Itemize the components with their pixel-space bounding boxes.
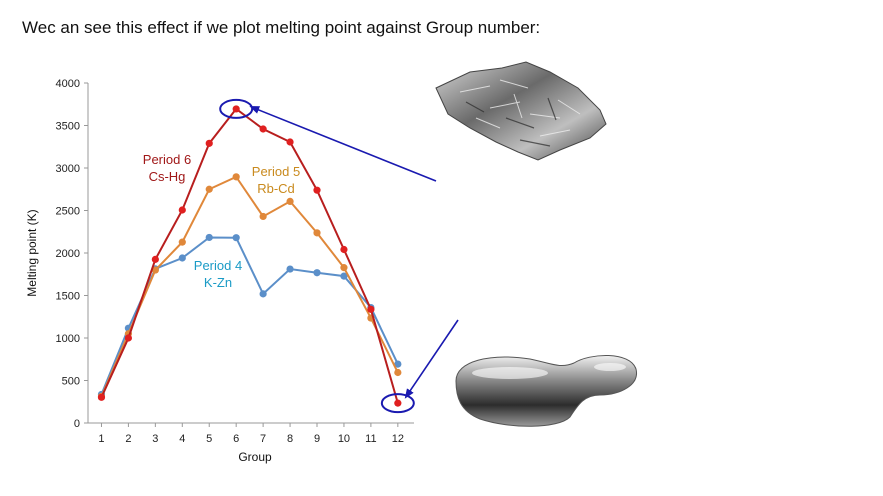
data-point bbox=[178, 206, 186, 214]
data-point bbox=[124, 334, 133, 342]
series-line-3 bbox=[100, 107, 399, 404]
data-point bbox=[286, 138, 294, 146]
series-label-text: Period 4 bbox=[194, 258, 242, 273]
highlight-ellipse bbox=[380, 393, 415, 414]
data-point bbox=[205, 233, 213, 242]
series-labels: Period 4 K-Zn Period 5 Rb-Cd Period 6 Cs-Hg bbox=[143, 152, 300, 290]
series-label-text: Period 5 bbox=[252, 164, 300, 179]
data-point bbox=[259, 125, 267, 133]
liquid-mercury-photo bbox=[455, 354, 637, 427]
data-point bbox=[313, 186, 321, 194]
data-point bbox=[151, 255, 159, 263]
data-point bbox=[232, 105, 240, 113]
data-point bbox=[367, 305, 375, 313]
series-label-text: Cs-Hg bbox=[149, 169, 186, 184]
data-point bbox=[232, 173, 240, 181]
data-point bbox=[259, 290, 267, 298]
tungsten-crystal-photo bbox=[435, 61, 607, 161]
series-line-2 bbox=[100, 175, 399, 397]
arrow-to-peak bbox=[249, 106, 437, 182]
x-tick-label: 6 bbox=[233, 433, 239, 445]
data-point bbox=[394, 360, 402, 368]
data-point bbox=[313, 229, 321, 237]
series-label-text: Rb-Cd bbox=[257, 181, 295, 196]
data-point bbox=[178, 238, 186, 246]
data-point bbox=[286, 265, 294, 273]
data-point bbox=[394, 399, 402, 407]
y-tick-label: 3000 bbox=[56, 163, 80, 175]
x-tick-label: 7 bbox=[260, 433, 266, 445]
y-tick-label: 2500 bbox=[56, 206, 80, 218]
arrow-to-mercury bbox=[404, 319, 459, 399]
data-point bbox=[340, 245, 348, 254]
x-tick-label: 5 bbox=[206, 433, 212, 445]
series-label-text: Period 6 bbox=[143, 152, 191, 167]
data-point bbox=[340, 264, 348, 272]
data-point bbox=[232, 234, 240, 242]
x-tick-label: 9 bbox=[314, 433, 320, 445]
series-line-1 bbox=[100, 236, 399, 395]
data-point bbox=[151, 266, 159, 274]
x-tick-label: 4 bbox=[179, 433, 185, 445]
y-tick-label: 500 bbox=[62, 376, 80, 388]
data-point bbox=[205, 139, 213, 147]
x-tick-label: 8 bbox=[287, 433, 293, 445]
x-tick-label: 1 bbox=[98, 433, 104, 445]
y-tick-label: 4000 bbox=[56, 78, 80, 90]
y-tick-label: 3500 bbox=[56, 121, 80, 133]
data-point bbox=[97, 393, 106, 401]
chart-series bbox=[97, 105, 402, 407]
series-label-text: K-Zn bbox=[204, 275, 232, 290]
data-point bbox=[178, 254, 186, 262]
slide-heading: Wec an see this effect if we plot meltin… bbox=[22, 18, 541, 37]
x-tick-label: 11 bbox=[365, 433, 376, 445]
y-tick-label: 2000 bbox=[56, 248, 80, 260]
data-point bbox=[340, 272, 348, 280]
highlight-markers bbox=[219, 98, 459, 414]
x-tick-label: 12 bbox=[392, 433, 404, 445]
data-point bbox=[394, 368, 402, 377]
y-tick-label: 1000 bbox=[56, 333, 80, 345]
data-point bbox=[205, 185, 213, 193]
data-point bbox=[286, 197, 294, 206]
y-tick-label: 0 bbox=[74, 418, 80, 430]
x-tick-label: 3 bbox=[152, 433, 158, 445]
y-tick-label: 1500 bbox=[56, 291, 80, 303]
x-tick-label: 2 bbox=[125, 433, 131, 445]
x-axis-title: Group bbox=[238, 450, 272, 464]
y-axis-title: Melting point (K) bbox=[25, 209, 39, 296]
data-point bbox=[313, 269, 321, 277]
x-tick-label: 10 bbox=[338, 433, 350, 445]
data-point bbox=[259, 212, 267, 221]
